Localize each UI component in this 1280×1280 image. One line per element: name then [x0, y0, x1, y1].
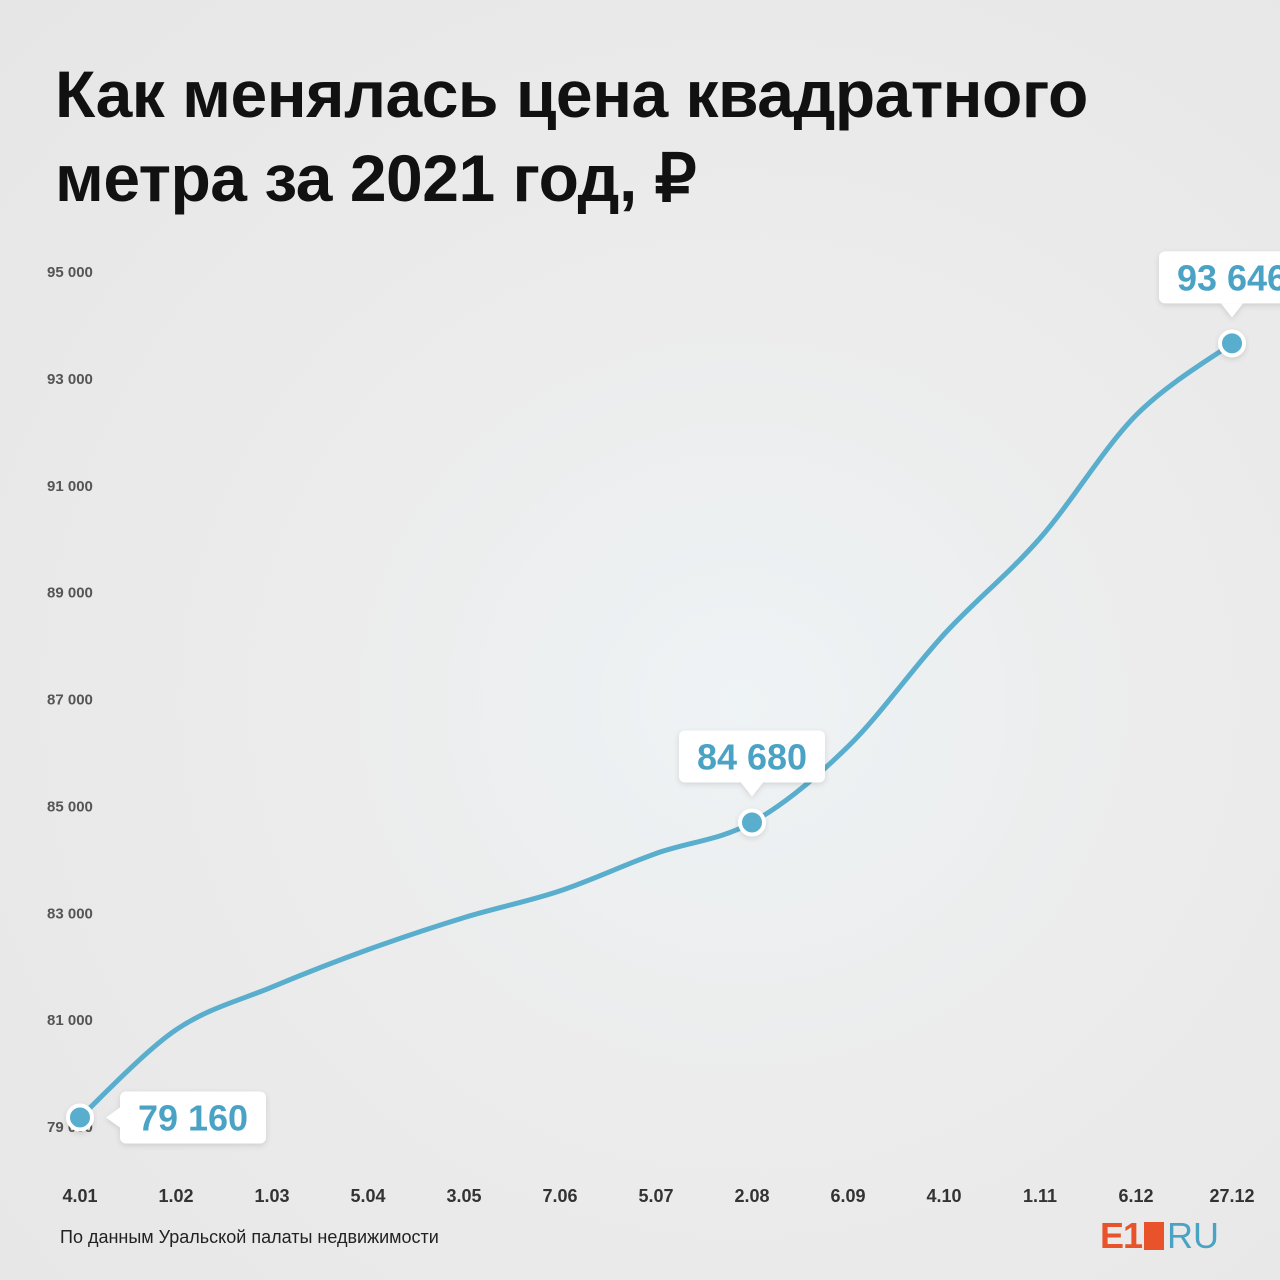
data-label: 93 646 — [1177, 257, 1280, 298]
callouts-group: 79 160 84 680 93 646 — [66, 251, 1280, 1144]
y-tick-label: 81 000 — [47, 1012, 93, 1029]
callout-background — [1159, 251, 1280, 304]
logo-brand: E1 — [1100, 1215, 1143, 1256]
y-tick-label: 91 000 — [47, 478, 93, 495]
x-tick-label: 1.11 — [1023, 1186, 1057, 1206]
series-line — [77, 340, 1235, 1120]
data-label: 84 680 — [697, 736, 807, 777]
x-tick-label: 6.09 — [830, 1186, 865, 1206]
e1-logo: E1 RU — [1100, 1216, 1219, 1256]
callout-background — [120, 1091, 266, 1144]
y-axis: 95 000 93 000 91 000 89 000 87 000 85 000 83 0… — [47, 264, 93, 1136]
callout-pointer — [106, 1107, 120, 1128]
x-tick-label: 5.07 — [638, 1186, 673, 1206]
callout-pointer — [741, 782, 763, 797]
x-tick-label: 3.05 — [446, 1186, 481, 1206]
x-tick-label: 2.08 — [734, 1186, 769, 1206]
data-label: 79 160 — [138, 1097, 248, 1138]
callout-box — [1159, 251, 1280, 318]
y-tick-label: 93 000 — [47, 371, 93, 388]
y-tick-label: 85 000 — [47, 798, 93, 815]
y-tick-label: 83 000 — [47, 905, 93, 922]
y-tick-label: 89 000 — [47, 585, 93, 602]
callout-pointer — [1221, 303, 1243, 318]
logo-block-icon — [1144, 1222, 1165, 1250]
x-tick-label: 4.10 — [926, 1186, 961, 1206]
chart-title: Как менялась цена квадратного метра за 2… — [55, 57, 1088, 215]
x-tick-label: 6.12 — [1118, 1186, 1153, 1206]
data-point-marker — [1218, 329, 1246, 358]
x-tick-label: 1.03 — [254, 1186, 289, 1206]
data-point-marker — [66, 1103, 94, 1132]
x-tick-label: 7.06 — [542, 1186, 577, 1206]
logo-suffix: RU — [1167, 1215, 1220, 1256]
x-tick-label: 4.01 — [62, 1186, 97, 1206]
callout-box — [106, 1091, 266, 1144]
series-group — [77, 340, 1235, 1120]
y-tick-label: 87 000 — [47, 692, 93, 709]
callout-background — [679, 730, 825, 783]
x-tick-label: 1.02 — [158, 1186, 193, 1206]
callout-box — [679, 730, 825, 797]
x-tick-label: 5.04 — [350, 1186, 385, 1206]
x-axis: 4.01 1.02 1.03 5.04 3.05 7.06 5.07 2.08 6.09 4.10… — [62, 1186, 1254, 1206]
y-tick-label: 95 000 — [47, 264, 93, 281]
data-point-marker — [738, 808, 766, 837]
source-note: По данным Уральской палаты недвижимости — [60, 1227, 439, 1247]
x-tick-label: 27.12 — [1209, 1186, 1254, 1206]
